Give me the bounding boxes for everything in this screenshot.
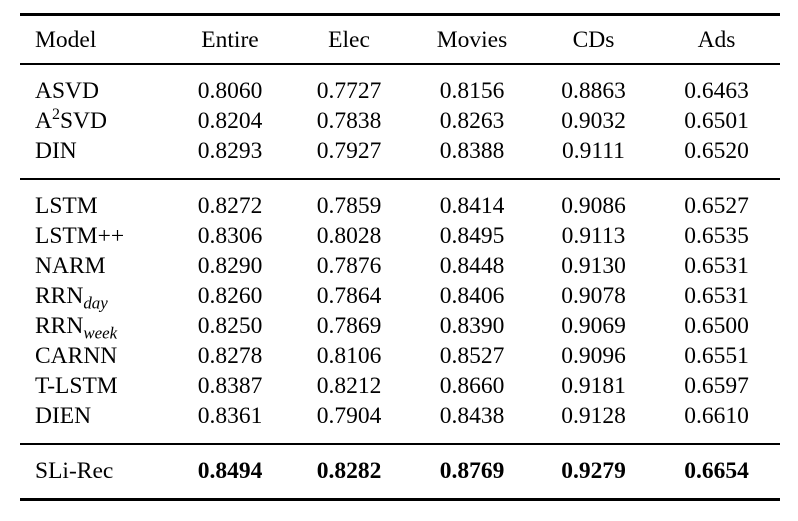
table-row: A2SVD 0.8204 0.7838 0.8263 0.9032 0.6501 bbox=[20, 106, 780, 136]
metric-value-cell: 0.7838 bbox=[316, 108, 382, 134]
model-name-cell: RRNday bbox=[35, 283, 108, 313]
metric-value-cell: 0.6531 bbox=[684, 253, 749, 279]
metric-value-cell: 0.8388 bbox=[439, 138, 505, 164]
metric-value-cell: 0.6520 bbox=[684, 138, 749, 164]
column-header-cds: CDs bbox=[572, 27, 615, 53]
model-name-cell: DIEN bbox=[35, 403, 92, 429]
table-row: DIN 0.8293 0.7927 0.8388 0.9111 0.6520 bbox=[20, 136, 780, 179]
metric-value-cell: 0.9113 bbox=[561, 223, 626, 249]
metric-value-cell: 0.8204 bbox=[197, 108, 263, 134]
metric-value-cell: 0.8282 bbox=[316, 458, 382, 484]
table-section-sequential-models: LSTM 0.8272 0.7859 0.8414 0.9086 0.6527 LSTM++… bbox=[20, 179, 780, 444]
metric-value-cell: 0.8290 bbox=[197, 253, 263, 279]
metric-value-cell: 0.8278 bbox=[197, 343, 263, 369]
metric-value-cell: 0.6610 bbox=[684, 403, 749, 429]
metric-value-cell: 0.8448 bbox=[439, 253, 505, 279]
metric-value-cell: 0.8390 bbox=[439, 313, 505, 339]
results-table: Model Entire Elec Movies CDs Ads ASVD 0.8060 0.… bbox=[20, 13, 780, 501]
column-header-ads: Ads bbox=[697, 27, 736, 53]
metric-value-cell: 0.7927 bbox=[316, 138, 382, 164]
metric-value-cell: 0.6535 bbox=[684, 223, 749, 249]
model-name-cell: LSTM bbox=[35, 193, 98, 219]
header-row: Model Entire Elec Movies CDs Ads bbox=[20, 15, 780, 64]
metric-value-cell: 0.6551 bbox=[684, 343, 749, 369]
metric-value-cell: 0.7876 bbox=[316, 253, 382, 279]
metric-value-cell: 0.8293 bbox=[197, 138, 263, 164]
metric-value-cell: 0.8272 bbox=[197, 193, 263, 219]
metric-value-cell: 0.7727 bbox=[316, 78, 382, 104]
metric-value-cell: 0.8438 bbox=[439, 403, 505, 429]
metric-value-cell: 0.8769 bbox=[439, 458, 505, 484]
metric-value-cell: 0.8414 bbox=[439, 193, 505, 219]
metric-value-cell: 0.8494 bbox=[197, 458, 263, 484]
metric-value-cell: 0.9181 bbox=[561, 373, 626, 399]
metric-value-cell: 0.9130 bbox=[561, 253, 626, 279]
metric-value-cell: 0.8660 bbox=[439, 373, 505, 399]
metric-value-cell: 0.8250 bbox=[197, 313, 263, 339]
column-header-elec: Elec bbox=[328, 27, 370, 53]
model-name-cell: RRNweek bbox=[35, 313, 118, 343]
column-header-movies: Movies bbox=[436, 27, 508, 53]
table-section-baselines: ASVD 0.8060 0.7727 0.8156 0.8863 0.6463 A2SVD 0… bbox=[20, 64, 780, 179]
model-name-cell: SLi-Rec bbox=[35, 458, 114, 484]
metric-value-cell: 0.6527 bbox=[684, 193, 749, 219]
metric-value-cell: 0.6531 bbox=[684, 283, 749, 309]
metric-value-cell: 0.8361 bbox=[197, 403, 263, 429]
table-row: DIEN 0.8361 0.7904 0.8438 0.9128 0.6610 bbox=[20, 401, 780, 444]
metric-value-cell: 0.8495 bbox=[439, 223, 505, 249]
metric-value-cell: 0.6501 bbox=[684, 108, 749, 134]
table-section-proposed-model: SLi-Rec 0.8494 0.8282 0.8769 0.9279 0.6654 bbox=[20, 444, 780, 500]
metric-value-cell: 0.9078 bbox=[561, 283, 626, 309]
metric-value-cell: 0.8306 bbox=[197, 223, 263, 249]
model-name-cell: A2SVD bbox=[35, 106, 107, 134]
metric-value-cell: 0.9086 bbox=[561, 193, 626, 219]
metric-value-cell: 0.7869 bbox=[316, 313, 382, 339]
table-row: CARNN 0.8278 0.8106 0.8527 0.9096 0.6551 bbox=[20, 341, 780, 371]
model-name-cell: DIN bbox=[35, 138, 77, 164]
metric-value-cell: 0.9096 bbox=[561, 343, 626, 369]
metric-value-cell: 0.7859 bbox=[316, 193, 382, 219]
table-row: LSTM 0.8272 0.7859 0.8414 0.9086 0.6527 bbox=[20, 179, 780, 221]
metric-value-cell: 0.8060 bbox=[197, 78, 263, 104]
table-row: T-LSTM 0.8387 0.8212 0.8660 0.9181 0.6597 bbox=[20, 371, 780, 401]
metric-value-cell: 0.6654 bbox=[684, 458, 749, 484]
table-row: LSTM++ 0.8306 0.8028 0.8495 0.9113 0.6535 bbox=[20, 221, 780, 251]
metric-value-cell: 0.8106 bbox=[316, 343, 382, 369]
metric-value-cell: 0.8863 bbox=[561, 78, 626, 104]
table-row: SLi-Rec 0.8494 0.8282 0.8769 0.9279 0.6654 bbox=[20, 444, 780, 500]
metric-value-cell: 0.9111 bbox=[562, 138, 625, 164]
metric-value-cell: 0.8156 bbox=[439, 78, 505, 104]
metric-value-cell: 0.7864 bbox=[316, 283, 382, 309]
model-name-cell: LSTM++ bbox=[35, 223, 125, 249]
table-row: RRNday 0.8260 0.7864 0.8406 0.9078 0.6531 bbox=[20, 281, 780, 313]
model-name-cell: NARM bbox=[35, 253, 106, 279]
model-name-cell: CARNN bbox=[35, 343, 118, 369]
metric-value-cell: 0.6463 bbox=[684, 78, 749, 104]
metric-value-cell: 0.9032 bbox=[561, 108, 626, 134]
metric-value-cell: 0.8028 bbox=[316, 223, 382, 249]
column-header-model: Model bbox=[35, 27, 97, 53]
metric-value-cell: 0.6597 bbox=[684, 373, 749, 399]
metric-value-cell: 0.8260 bbox=[197, 283, 263, 309]
table-row: RRNweek 0.8250 0.7869 0.8390 0.9069 0.6500 bbox=[20, 311, 780, 343]
column-header-entire: Entire bbox=[201, 27, 259, 53]
metric-value-cell: 0.9128 bbox=[561, 403, 626, 429]
metric-value-cell: 0.8527 bbox=[439, 343, 505, 369]
metric-value-cell: 0.8212 bbox=[316, 373, 382, 399]
table-header: Model Entire Elec Movies CDs Ads bbox=[20, 15, 780, 64]
metric-value-cell: 0.9069 bbox=[561, 313, 626, 339]
metric-value-cell: 0.9279 bbox=[561, 458, 626, 484]
metric-value-cell: 0.8263 bbox=[439, 108, 505, 134]
metric-value-cell: 0.8387 bbox=[197, 373, 263, 399]
metric-value-cell: 0.8406 bbox=[439, 283, 505, 309]
metric-value-cell: 0.6500 bbox=[684, 313, 749, 339]
model-name-cell: ASVD bbox=[35, 78, 99, 104]
model-name-cell: T-LSTM bbox=[35, 373, 118, 399]
metric-value-cell: 0.7904 bbox=[316, 403, 382, 429]
table-row: NARM 0.8290 0.7876 0.8448 0.9130 0.6531 bbox=[20, 251, 780, 281]
table-row: ASVD 0.8060 0.7727 0.8156 0.8863 0.6463 bbox=[20, 64, 780, 106]
